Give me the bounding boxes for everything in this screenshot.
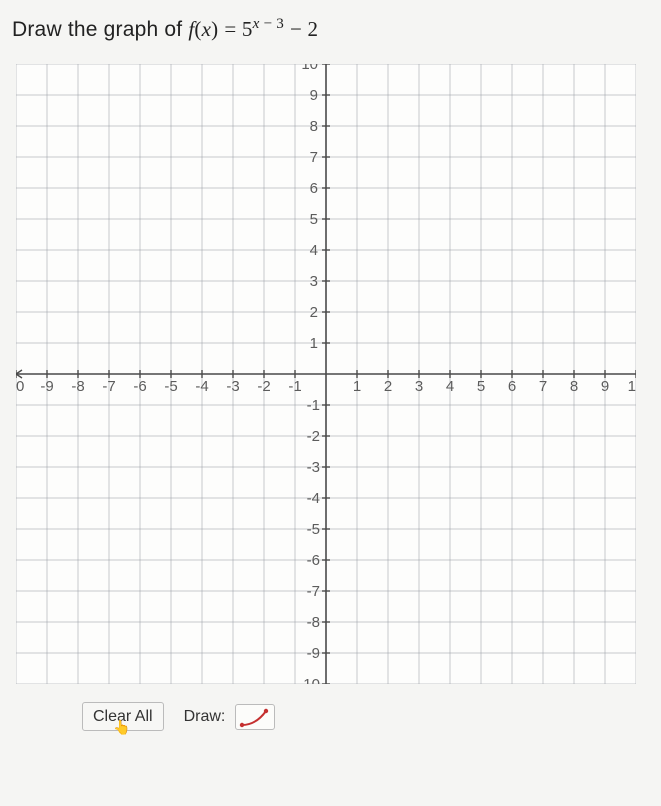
svg-text:8: 8 — [310, 118, 318, 135]
svg-text:-2: -2 — [307, 428, 320, 445]
exp-3: 3 — [276, 16, 284, 32]
base-5: 5 — [242, 17, 253, 41]
svg-text:9: 9 — [310, 87, 318, 104]
svg-text:-2: -2 — [257, 378, 270, 395]
svg-text:-8: -8 — [71, 378, 84, 395]
svg-text:7: 7 — [539, 378, 547, 395]
svg-text:3: 3 — [310, 273, 318, 290]
svg-text:-8: -8 — [307, 614, 320, 631]
svg-text:2: 2 — [310, 304, 318, 321]
svg-text:-10: -10 — [298, 676, 320, 684]
svg-text:7: 7 — [310, 149, 318, 166]
svg-text:-7: -7 — [307, 583, 320, 600]
draw-toolbar: Clear All 👆 Draw: — [82, 702, 649, 731]
svg-text:-1: -1 — [307, 397, 320, 414]
exp-minus: − — [260, 16, 277, 32]
svg-text:1: 1 — [353, 378, 361, 395]
svg-text:-5: -5 — [307, 521, 320, 538]
graph-canvas[interactable]: 10 -9 -8 -7 -6 -5 -4 -3 -2 -1 1 2 3 4 5 6 7 8 9 10 1 2 3 4 5 6 7 8 9… — [16, 64, 636, 684]
svg-text:3: 3 — [415, 378, 423, 395]
svg-text:-5: -5 — [164, 378, 177, 395]
svg-text:8: 8 — [570, 378, 578, 395]
svg-text:2: 2 — [384, 378, 392, 395]
svg-text:9: 9 — [601, 378, 609, 395]
clear-all-button[interactable]: Clear All 👆 — [82, 702, 164, 731]
curve-tool-button[interactable] — [235, 704, 275, 730]
exp-x: x — [253, 16, 260, 32]
coordinate-grid: 10 -9 -8 -7 -6 -5 -4 -3 -2 -1 1 2 3 4 5 6 7 8 9 10 1 2 3 4 5 6 7 8 9… — [16, 64, 636, 684]
svg-text:-9: -9 — [307, 645, 320, 662]
svg-text:6: 6 — [508, 378, 516, 395]
svg-text:-1: -1 — [288, 378, 301, 395]
svg-text:-3: -3 — [307, 459, 320, 476]
func-x: x — [202, 17, 212, 41]
svg-text:5: 5 — [310, 211, 318, 228]
svg-text:-6: -6 — [307, 552, 320, 569]
equals-sign: = — [224, 17, 242, 41]
svg-text:1: 1 — [310, 335, 318, 352]
svg-text:-3: -3 — [226, 378, 239, 395]
svg-text:-7: -7 — [102, 378, 115, 395]
svg-text:4: 4 — [446, 378, 454, 395]
svg-text:10: 10 — [16, 378, 24, 395]
svg-text:10: 10 — [301, 64, 318, 73]
paren-close: ) — [211, 17, 218, 41]
question-prompt: Draw the graph of f(x) = 5x − 3 − 2 — [12, 16, 649, 42]
svg-text:6: 6 — [310, 180, 318, 197]
svg-text:10: 10 — [628, 378, 636, 395]
svg-text:-4: -4 — [195, 378, 208, 395]
clear-all-label: Clear All — [93, 708, 153, 726]
svg-text:-4: -4 — [307, 490, 320, 507]
svg-text:-6: -6 — [133, 378, 146, 395]
curve-tool-icon — [238, 705, 272, 729]
prompt-lead: Draw the graph of — [12, 18, 188, 41]
svg-text:4: 4 — [310, 242, 318, 259]
svg-text:-9: -9 — [40, 378, 53, 395]
trail-minus-2: − 2 — [290, 17, 318, 41]
svg-text:5: 5 — [477, 378, 485, 395]
draw-label: Draw: — [174, 703, 226, 730]
paren-open: ( — [194, 17, 201, 41]
